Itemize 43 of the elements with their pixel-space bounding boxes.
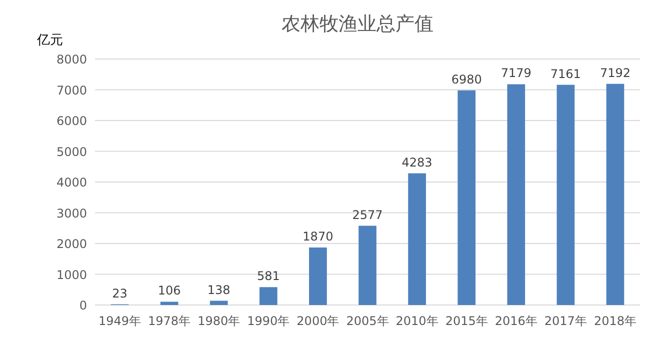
data-label: 7161: [550, 66, 581, 81]
bar: [458, 90, 476, 305]
y-tick-label: 8000: [56, 52, 87, 66]
bar: [309, 247, 327, 305]
x-tick-label: 1990年: [247, 314, 290, 328]
data-label: 23: [112, 286, 128, 300]
x-tick-label: 2016年: [494, 314, 538, 328]
chart-title: 农林牧渔业总产值: [282, 13, 434, 35]
bar: [160, 302, 178, 305]
data-label: 7179: [500, 66, 532, 80]
y-tick-label: 7000: [56, 83, 87, 98]
bar: [408, 173, 426, 305]
bar: [358, 226, 376, 305]
y-tick-label: 1000: [56, 268, 87, 282]
x-tick-label: 2017年: [544, 314, 587, 328]
y-tick-label: 3000: [56, 206, 87, 220]
data-label: 106: [158, 284, 181, 298]
x-tick-label: 2005年: [346, 314, 389, 328]
y-tick-label: 4000: [56, 176, 87, 190]
bar: [507, 84, 526, 305]
x-tick-label: 1980年: [198, 314, 240, 328]
x-tick-label: 1978年: [148, 314, 191, 328]
bar: [210, 300, 228, 305]
bar: [259, 287, 278, 305]
y-tick-label: 0: [79, 298, 87, 312]
y-tick-label: 5000: [56, 144, 87, 159]
x-tick-label: 1949年: [98, 314, 142, 328]
data-label: 4283: [402, 155, 432, 170]
bar: [606, 84, 624, 305]
data-label: 2577: [352, 208, 383, 222]
x-tick-label: 2015年: [445, 314, 488, 328]
data-label: 138: [207, 282, 230, 297]
data-label: 6980: [451, 72, 482, 86]
data-label: 581: [256, 269, 280, 284]
bar: [556, 84, 575, 305]
y-axis-title: 亿元: [36, 33, 63, 48]
x-tick-label: 2018年: [594, 314, 636, 328]
y-tick-label: 2000: [56, 237, 87, 251]
data-label: 7192: [600, 66, 630, 80]
x-tick-label: 2010年: [396, 314, 438, 328]
x-tick-label: 2000年: [296, 314, 340, 328]
data-label: 1870: [302, 229, 334, 244]
y-tick-label: 6000: [56, 114, 87, 128]
